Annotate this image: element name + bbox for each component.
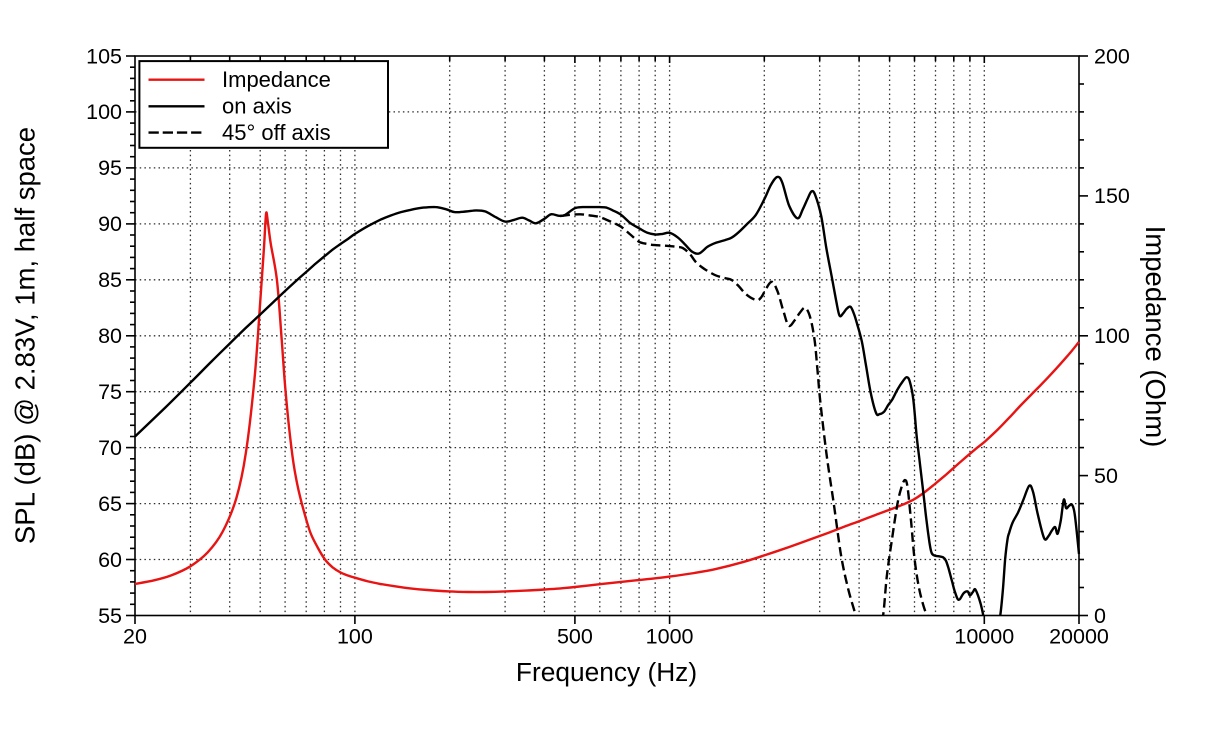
svg-text:105: 105 bbox=[86, 44, 122, 68]
svg-text:65: 65 bbox=[98, 492, 122, 516]
svg-text:75: 75 bbox=[98, 380, 122, 404]
svg-text:80: 80 bbox=[98, 324, 122, 348]
svg-text:Impedance: Impedance bbox=[222, 67, 331, 92]
svg-text:1000: 1000 bbox=[646, 625, 694, 649]
svg-text:200: 200 bbox=[1094, 44, 1130, 68]
svg-text:90: 90 bbox=[98, 212, 122, 236]
svg-text:55: 55 bbox=[98, 604, 122, 628]
svg-text:Frequency (Hz): Frequency (Hz) bbox=[516, 657, 697, 687]
svg-text:100: 100 bbox=[1094, 324, 1130, 348]
svg-text:60: 60 bbox=[98, 548, 122, 572]
svg-text:SPL (dB) @ 2.83V, 1m, half spa: SPL (dB) @ 2.83V, 1m, half space bbox=[10, 127, 41, 544]
svg-text:Impedance (Ohm): Impedance (Ohm) bbox=[1140, 226, 1171, 448]
svg-text:95: 95 bbox=[98, 156, 122, 180]
svg-text:on axis: on axis bbox=[222, 94, 292, 119]
svg-text:10000: 10000 bbox=[954, 625, 1014, 649]
svg-text:100: 100 bbox=[86, 100, 122, 124]
svg-text:100: 100 bbox=[337, 625, 373, 649]
svg-text:20000: 20000 bbox=[1049, 625, 1109, 649]
svg-text:500: 500 bbox=[557, 625, 593, 649]
svg-text:20: 20 bbox=[123, 625, 147, 649]
svg-text:70: 70 bbox=[98, 436, 122, 460]
svg-text:45° off axis: 45° off axis bbox=[222, 120, 331, 145]
svg-text:150: 150 bbox=[1094, 184, 1130, 208]
svg-text:0: 0 bbox=[1094, 604, 1106, 628]
svg-text:50: 50 bbox=[1094, 464, 1118, 488]
svg-text:85: 85 bbox=[98, 268, 122, 292]
